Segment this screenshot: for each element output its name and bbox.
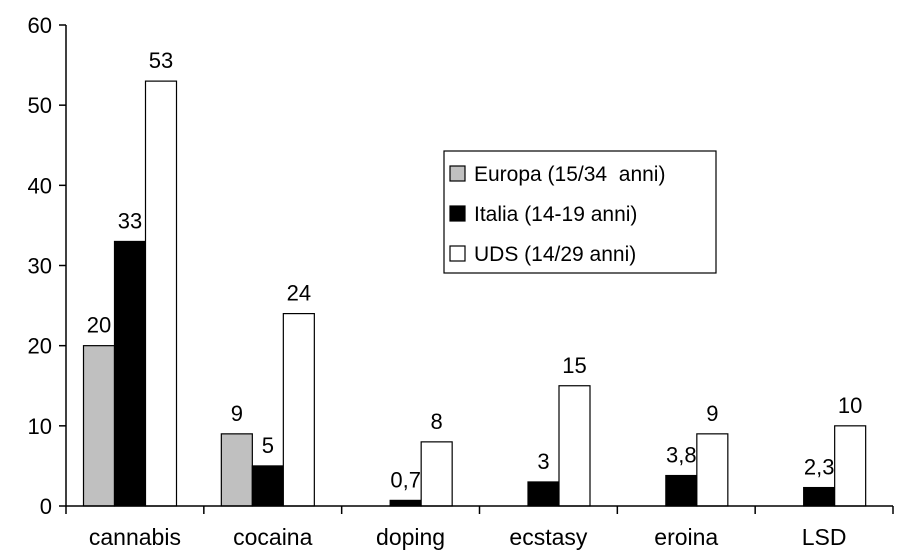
data-label: 10 — [838, 393, 862, 418]
data-label: 3 — [537, 449, 549, 474]
y-tick-label: 0 — [40, 494, 52, 519]
y-tick-label: 20 — [28, 334, 52, 359]
y-axis-ticks: 0 10 20 30 40 50 60 — [28, 13, 66, 519]
bar — [389, 499, 422, 507]
legend: Europa (15/34 anni) Italia (14-19 anni) UD… — [443, 150, 717, 274]
legend-swatch — [449, 245, 466, 262]
data-label: 15 — [562, 353, 586, 378]
data-label: 3,8 — [666, 443, 697, 468]
bar — [420, 441, 453, 507]
bar — [251, 465, 284, 507]
x-category-label: cannabis — [89, 524, 181, 550]
x-category-label: ecstasy — [509, 524, 587, 550]
y-tick-label: 10 — [28, 414, 52, 439]
data-label: 5 — [262, 433, 274, 458]
bar — [665, 474, 698, 507]
bar — [144, 80, 178, 507]
legend-swatch — [449, 165, 466, 182]
bar — [834, 425, 867, 507]
x-axis-ticks — [65, 506, 894, 514]
bar — [527, 481, 560, 507]
data-label: 9 — [706, 401, 718, 426]
legend-label: Europa (15/34 anni) — [474, 163, 665, 186]
legend-label: UDS (14/29 anni) — [474, 243, 636, 266]
bar — [696, 433, 729, 507]
data-label: 2,3 — [804, 455, 835, 480]
data-label: 20 — [87, 313, 111, 338]
data-label: 0,7 — [390, 467, 421, 492]
bar — [220, 433, 253, 507]
data-label: 8 — [431, 409, 443, 434]
data-labels: 20 9 33 5 0,7 3 3,8 2,3 53 24 8 15 9 10 — [87, 48, 863, 492]
x-category-label: LSD — [802, 524, 847, 550]
y-tick-label: 50 — [28, 93, 52, 118]
y-tick-label: 30 — [28, 254, 52, 279]
data-label: 53 — [149, 48, 173, 73]
data-label: 33 — [118, 208, 142, 233]
bar — [82, 345, 116, 507]
x-category-label: eroina — [654, 524, 718, 550]
data-label: 24 — [287, 281, 311, 306]
legend-label: Italia (14-19 anni) — [474, 203, 637, 226]
y-tick-label: 40 — [28, 173, 52, 198]
data-label: 9 — [231, 401, 243, 426]
bar-series-group — [82, 80, 867, 507]
legend-swatch — [449, 205, 466, 222]
x-category-label: doping — [376, 524, 445, 550]
bar — [282, 313, 315, 507]
x-category-label: cocaina — [233, 524, 312, 550]
y-tick-label: 60 — [28, 13, 52, 38]
x-axis-category-labels: cannabis cocaina doping ecstasy eroina LSD — [89, 524, 847, 550]
bar — [803, 486, 836, 507]
legend-box — [443, 150, 717, 274]
bar — [558, 385, 591, 507]
bar — [113, 240, 147, 507]
